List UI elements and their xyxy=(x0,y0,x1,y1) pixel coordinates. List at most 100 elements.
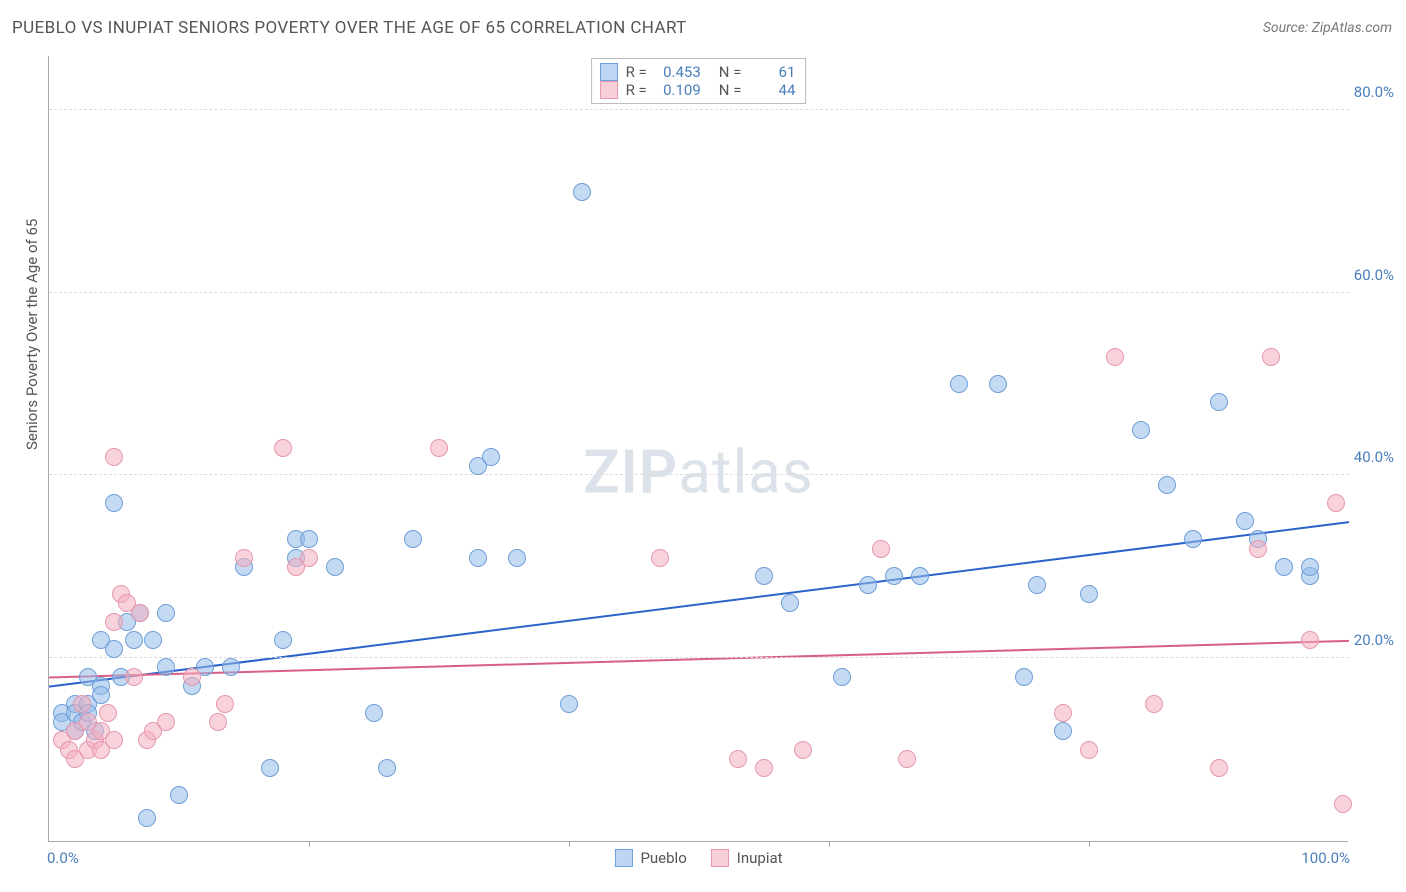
data-point xyxy=(1158,476,1176,494)
r-value: 0.453 xyxy=(655,63,701,81)
data-point xyxy=(1301,631,1319,649)
x-tick xyxy=(1089,841,1090,847)
data-point xyxy=(898,750,916,768)
data-point xyxy=(300,549,318,567)
chart-title: PUEBLO VS INUPIAT SENIORS POVERTY OVER T… xyxy=(12,18,687,38)
watermark: ZIPatlas xyxy=(583,437,814,508)
trendline xyxy=(49,522,1349,687)
data-point xyxy=(183,668,201,686)
data-point xyxy=(729,750,747,768)
data-point xyxy=(365,704,383,722)
data-point xyxy=(157,604,175,622)
x-tick xyxy=(829,841,830,847)
data-point xyxy=(125,631,143,649)
data-point xyxy=(885,567,903,585)
trendline xyxy=(49,641,1349,678)
data-point xyxy=(157,713,175,731)
n-label: N = xyxy=(719,81,742,99)
data-point xyxy=(508,549,526,567)
data-point xyxy=(1249,540,1267,558)
legend-swatch xyxy=(614,849,632,867)
data-point xyxy=(872,540,890,558)
data-point xyxy=(170,786,188,804)
data-point xyxy=(144,631,162,649)
data-point xyxy=(482,448,500,466)
data-point xyxy=(1327,494,1345,512)
y-tick-label: 80.0% xyxy=(1350,83,1394,101)
data-point xyxy=(99,704,117,722)
data-point xyxy=(833,668,851,686)
data-point xyxy=(1106,348,1124,366)
y-tick-label: 60.0% xyxy=(1350,266,1394,284)
gridline xyxy=(49,109,1349,110)
data-point xyxy=(1334,795,1352,813)
x-min-label: 0.0% xyxy=(47,849,79,867)
gridline xyxy=(49,292,1349,293)
legend-row: R =0.453N =61 xyxy=(600,63,796,81)
n-value: 61 xyxy=(749,63,795,81)
trendlines-layer xyxy=(49,56,1349,842)
data-point xyxy=(138,809,156,827)
data-point xyxy=(859,576,877,594)
data-point xyxy=(989,375,1007,393)
data-point xyxy=(1054,722,1072,740)
data-point xyxy=(1236,512,1254,530)
data-point xyxy=(105,448,123,466)
gridline xyxy=(49,474,1349,475)
data-point xyxy=(469,549,487,567)
data-point xyxy=(781,594,799,612)
data-point xyxy=(105,494,123,512)
data-point xyxy=(911,567,929,585)
data-point xyxy=(1132,421,1150,439)
data-point xyxy=(326,558,344,576)
legend-row: R =0.109N =44 xyxy=(600,81,796,99)
data-point xyxy=(1015,668,1033,686)
y-tick-label: 40.0% xyxy=(1350,448,1394,466)
x-max-label: 100.0% xyxy=(1301,849,1350,867)
data-point xyxy=(222,658,240,676)
legend-swatch xyxy=(711,849,729,867)
data-point xyxy=(1080,741,1098,759)
n-value: 44 xyxy=(749,81,795,99)
data-point xyxy=(1210,393,1228,411)
data-point xyxy=(157,658,175,676)
legend-label: Pueblo xyxy=(640,849,686,867)
series-legend: Pueblo Inupiat xyxy=(614,849,782,867)
data-point xyxy=(1210,759,1228,777)
data-point xyxy=(1054,704,1072,722)
data-point xyxy=(755,759,773,777)
data-point xyxy=(1028,576,1046,594)
chart-container: PUEBLO VS INUPIAT SENIORS POVERTY OVER T… xyxy=(0,0,1406,892)
data-point xyxy=(404,530,422,548)
data-point xyxy=(105,731,123,749)
data-point xyxy=(560,695,578,713)
data-point xyxy=(216,695,234,713)
legend-item: Pueblo xyxy=(614,849,686,867)
data-point xyxy=(1184,530,1202,548)
gridline xyxy=(49,657,1349,658)
data-point xyxy=(274,631,292,649)
data-point xyxy=(755,567,773,585)
legend-label: Inupiat xyxy=(737,849,783,867)
x-tick xyxy=(569,841,570,847)
data-point xyxy=(235,549,253,567)
y-axis-label: Seniors Poverty Over the Age of 65 xyxy=(23,219,41,450)
legend-swatch xyxy=(600,81,618,99)
data-point xyxy=(1275,558,1293,576)
data-point xyxy=(209,713,227,731)
data-point xyxy=(651,549,669,567)
data-point xyxy=(950,375,968,393)
n-label: N = xyxy=(719,63,742,81)
data-point xyxy=(1080,585,1098,603)
data-point xyxy=(794,741,812,759)
legend-item: Inupiat xyxy=(711,849,783,867)
plot-area: ZIPatlas R =0.453N =61R =0.109N =44 0.0%… xyxy=(48,56,1348,842)
data-point xyxy=(92,686,110,704)
data-point xyxy=(73,695,91,713)
data-point xyxy=(131,604,149,622)
y-tick-label: 20.0% xyxy=(1350,631,1394,649)
chart-area: ZIPatlas R =0.453N =61R =0.109N =44 0.0%… xyxy=(48,56,1394,842)
r-label: R = xyxy=(626,81,647,99)
correlation-legend: R =0.453N =61R =0.109N =44 xyxy=(591,58,807,104)
source-label: Source: ZipAtlas.com xyxy=(1263,20,1392,36)
